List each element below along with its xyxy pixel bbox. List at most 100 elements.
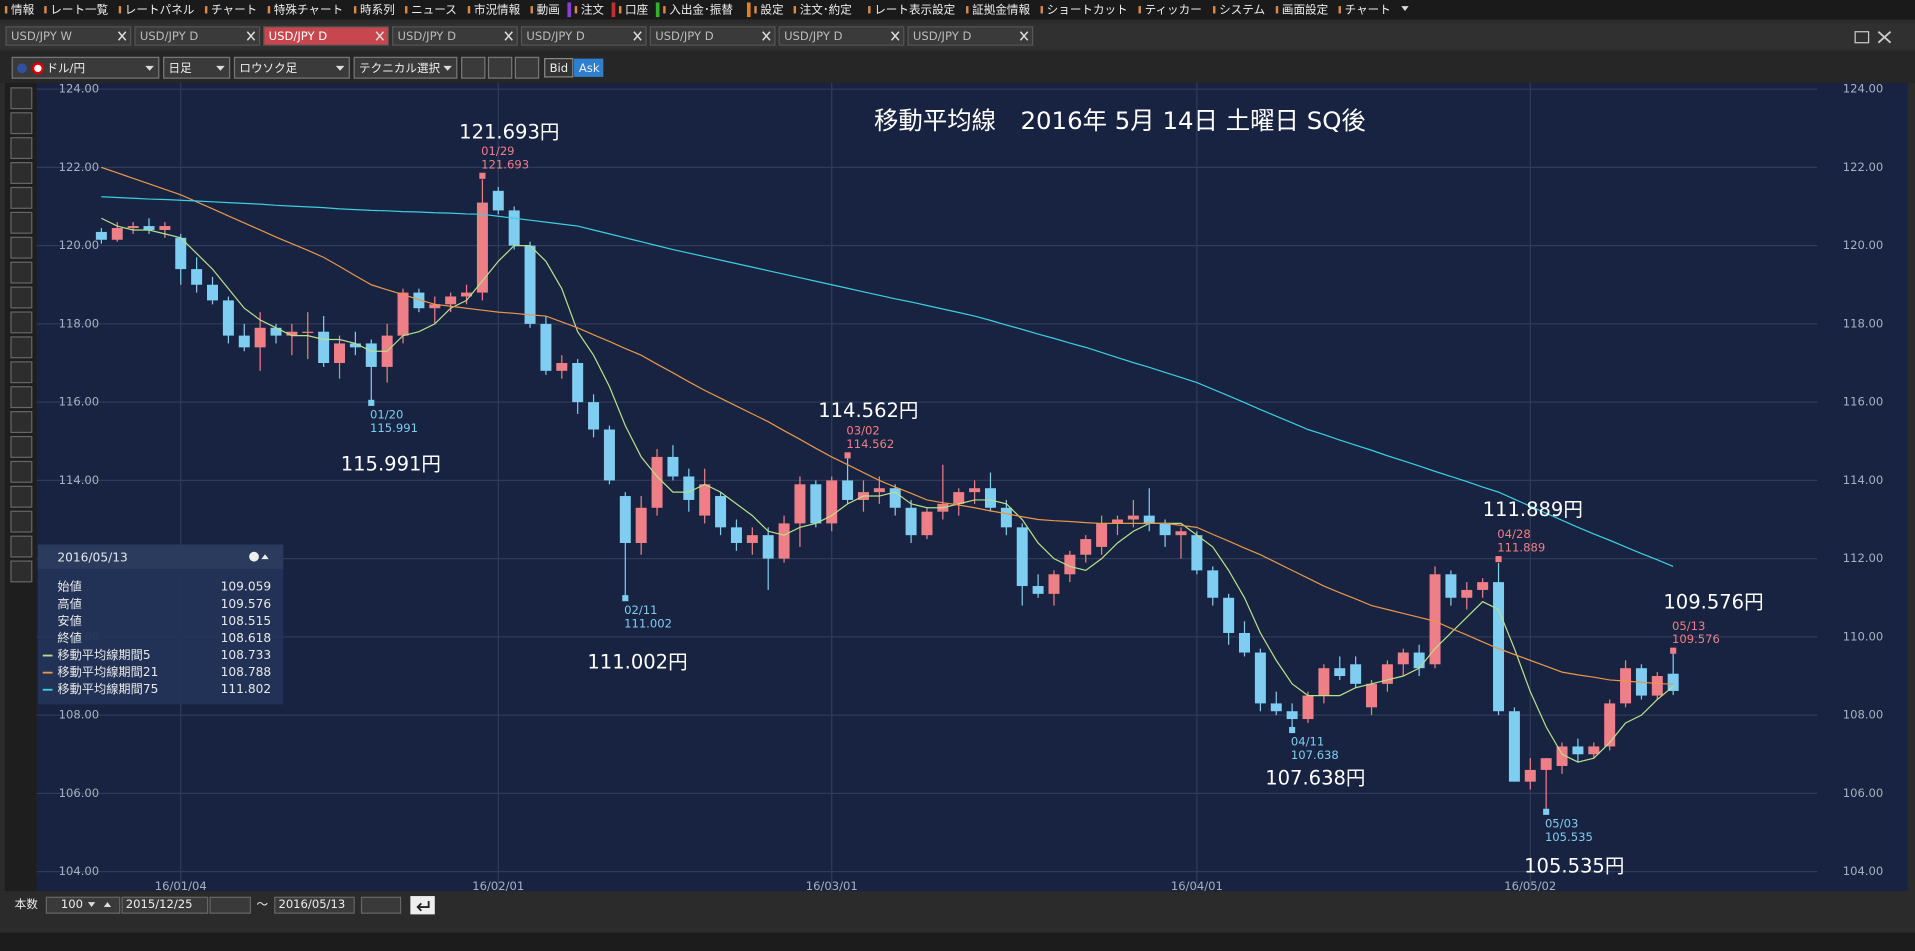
drawing-tool[interactable] (10, 361, 33, 384)
menu-dropdown[interactable] (1401, 6, 1409, 11)
ma-line (101, 196, 1674, 567)
candle-body (95, 231, 107, 240)
menu-item[interactable]: レート表示設定 (874, 2, 955, 16)
tool-button[interactable] (487, 56, 513, 79)
drawing-tool[interactable] (10, 560, 33, 583)
drawing-tool[interactable] (10, 161, 33, 184)
menu-item[interactable]: ショートカット (1047, 2, 1128, 16)
ask-button[interactable] (574, 58, 604, 77)
tool-button[interactable] (514, 56, 540, 79)
menu-item[interactable]: 時系列 (360, 2, 395, 16)
x-tick-label: 16/02/01 (472, 879, 524, 893)
drawing-tool[interactable] (10, 236, 33, 259)
tab[interactable] (907, 26, 1034, 46)
count-box[interactable] (45, 896, 121, 914)
drawing-tool[interactable] (10, 460, 33, 483)
flag-icon (17, 63, 27, 74)
to-time[interactable] (360, 896, 402, 914)
drawing-tool[interactable] (10, 435, 33, 458)
pair-select[interactable] (11, 56, 160, 79)
tab-close (504, 31, 513, 41)
extreme-marker (1289, 726, 1296, 734)
chart-type-select-arrow (335, 65, 345, 71)
tab[interactable] (392, 26, 518, 46)
drawing-tool[interactable] (10, 485, 33, 508)
menu-bullet (267, 6, 271, 14)
candle-body (1381, 664, 1393, 684)
to-box[interactable] (274, 896, 355, 914)
candle-body (1493, 582, 1505, 712)
candle-body (1556, 746, 1568, 767)
menu-item[interactable]: レートパネル (125, 2, 195, 16)
candle-body (699, 484, 711, 516)
drawing-tool[interactable] (10, 535, 33, 558)
drawing-tool[interactable] (10, 286, 33, 309)
tab[interactable] (5, 26, 132, 46)
tab[interactable] (263, 26, 389, 46)
count-spin[interactable] (87, 902, 112, 908)
period-select-arrow (216, 65, 225, 71)
menu-item[interactable]: 証拠金情報 (972, 2, 1030, 16)
candle-body (969, 488, 981, 493)
tab[interactable] (649, 26, 776, 46)
plot-area (36, 83, 1818, 892)
candle-body (524, 245, 536, 324)
info-value: 108.733 (221, 648, 271, 662)
drawing-tool[interactable] (10, 386, 33, 409)
count-value: 100 (61, 897, 83, 911)
period-select[interactable] (163, 56, 231, 79)
menu-item[interactable]: 動画 (537, 2, 560, 16)
info-value: 111.802 (221, 682, 271, 696)
menu-item[interactable]: 特殊チャート (274, 2, 343, 16)
drawing-tool[interactable] (10, 261, 33, 284)
drawing-tool[interactable] (10, 510, 33, 533)
tab[interactable] (520, 26, 647, 46)
menu-bullet (530, 6, 533, 14)
drawing-tool[interactable] (10, 411, 33, 434)
candle-body (1270, 703, 1282, 712)
menu-item[interactable]: チャート (1345, 2, 1391, 16)
drawing-tool[interactable] (10, 336, 33, 359)
candle-body (238, 335, 250, 348)
tab[interactable] (778, 26, 905, 46)
tab[interactable] (134, 26, 261, 46)
close-button[interactable] (1877, 31, 1892, 44)
candle-body (1032, 586, 1044, 594)
menu-item[interactable]: ティッカー (1145, 2, 1202, 16)
drawing-tool[interactable] (10, 186, 33, 209)
drawing-tool[interactable] (10, 137, 33, 160)
technical-select[interactable] (353, 56, 458, 79)
candle-body (984, 488, 996, 508)
y-tick-label: 104.00 (59, 864, 100, 878)
menu-bullet (966, 6, 969, 14)
info-collapse[interactable] (261, 554, 269, 560)
period-select-label: 日足 (169, 61, 193, 75)
tool-button[interactable] (461, 56, 486, 79)
restore-button[interactable] (1854, 31, 1870, 44)
menu-item[interactable]: システム (1219, 2, 1265, 16)
menu-item[interactable]: 画面設定 (1282, 2, 1329, 16)
menu-item[interactable]: チャート (211, 2, 257, 16)
menu-item[interactable]: 口座 (625, 2, 649, 16)
menu-item[interactable]: レート一覧 (50, 2, 108, 16)
chart-type-select[interactable] (233, 56, 350, 79)
menu-item[interactable]: 注文･約定 (800, 2, 853, 16)
bid-button[interactable] (544, 57, 574, 78)
menu-item[interactable]: 入出金･振替 (669, 2, 733, 16)
extreme-marker (1543, 808, 1550, 815)
info-icon[interactable] (249, 551, 259, 562)
menu-item[interactable]: 市況情報 (474, 2, 521, 16)
drawing-tool[interactable] (10, 211, 33, 234)
drawing-tool[interactable] (10, 311, 33, 334)
reload-button[interactable] (410, 896, 435, 915)
menu-item[interactable]: 設定 (760, 2, 784, 16)
from-time[interactable] (209, 896, 251, 914)
from-box[interactable] (121, 896, 209, 914)
drawing-tool[interactable] (10, 87, 33, 110)
menu-item[interactable]: 情報 (11, 2, 35, 16)
menu-item[interactable]: ニュース (411, 2, 457, 16)
drawing-tool[interactable] (10, 112, 33, 135)
candle-body (683, 476, 695, 500)
menu-item[interactable]: 注文 (581, 2, 605, 16)
